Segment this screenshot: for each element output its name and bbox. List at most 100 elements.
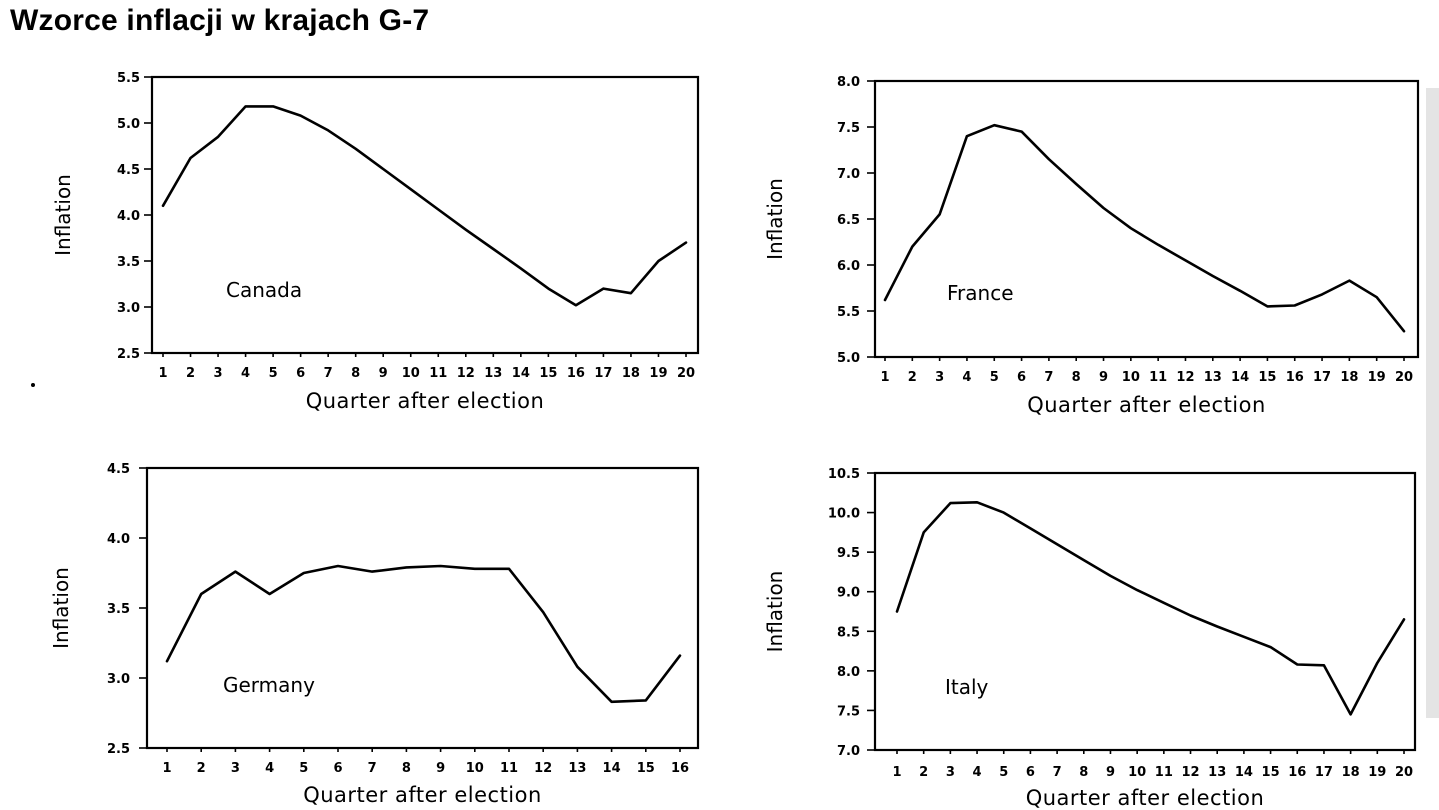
- y-tick-label: 4.0: [107, 532, 130, 547]
- y-tick-label: 7.5: [837, 704, 860, 719]
- x-tick-label: 5: [990, 370, 999, 385]
- x-tick-label: 10: [402, 366, 420, 381]
- x-tick-label: 18: [622, 366, 640, 381]
- y-tick-label: 3.5: [107, 602, 130, 617]
- x-axis-label: Quarter after election: [1027, 393, 1266, 417]
- y-axis-label: Inflation: [763, 571, 787, 653]
- x-tick-label: 20: [1395, 370, 1413, 385]
- x-tick-label: 19: [649, 366, 667, 381]
- x-tick-label: 9: [1106, 765, 1115, 780]
- x-tick-label: 4: [265, 761, 274, 776]
- x-tick-label: 5: [999, 765, 1008, 780]
- x-tick-label: 14: [1235, 765, 1253, 780]
- y-tick-label: 5.0: [837, 351, 860, 366]
- x-tick-label: 12: [534, 761, 552, 776]
- y-tick-label: 4.0: [117, 209, 140, 224]
- chart-italy: 7.07.58.08.59.09.510.010.51 2 3 4 5 6 7 8 9 10 11 1…: [763, 467, 1417, 810]
- x-tick-label: 14: [512, 366, 530, 381]
- x-tick-label: 20: [677, 366, 695, 381]
- scan-dot: [31, 383, 35, 387]
- plot-frame: [145, 466, 700, 750]
- x-tick-label: 7: [368, 761, 377, 776]
- x-tick-label: 10: [466, 761, 484, 776]
- country-label: Canada: [226, 278, 302, 302]
- x-tick-label: 2: [186, 366, 195, 381]
- x-tick-label: 14: [1231, 370, 1249, 385]
- x-tick-label: 9: [379, 366, 388, 381]
- x-tick-label: 1: [880, 370, 889, 385]
- x-tick-label: 8: [1072, 370, 1081, 385]
- x-tick-label: 8: [351, 366, 360, 381]
- x-tick-label: 3: [214, 366, 223, 381]
- x-tick-label: 9: [1099, 370, 1108, 385]
- x-tick-label: 13: [568, 761, 586, 776]
- x-tick-label: 13: [1204, 370, 1222, 385]
- y-tick-label: 4.5: [117, 163, 140, 178]
- x-tick-label: 18: [1342, 765, 1360, 780]
- y-tick-label: 4.5: [107, 462, 130, 477]
- series-line: [165, 564, 682, 704]
- x-tick-label: 1: [892, 765, 901, 780]
- x-tick-label: 13: [484, 366, 502, 381]
- x-tick-label: 16: [671, 761, 689, 776]
- x-tick-label: 11: [429, 366, 447, 381]
- page-title: Wzorce inflacji w krajach G-7: [10, 4, 430, 37]
- x-tick-label: 6: [296, 366, 305, 381]
- x-tick-label: 4: [962, 370, 971, 385]
- y-tick-label: 5.0: [117, 117, 140, 132]
- x-tick-label: 20: [1395, 765, 1413, 780]
- y-tick-label: 7.0: [837, 744, 860, 759]
- y-tick-label: 10.0: [828, 507, 860, 522]
- country-label: Germany: [223, 673, 315, 697]
- x-tick-label: 4: [973, 765, 982, 780]
- y-tick-label: 3.5: [117, 255, 140, 270]
- x-tick-label: 2: [919, 765, 928, 780]
- x-tick-label: 3: [946, 765, 955, 780]
- x-tick-label: 17: [1313, 370, 1331, 385]
- x-tick-label: 18: [1340, 370, 1358, 385]
- x-tick-label: 10: [1128, 765, 1146, 780]
- y-axis-label: Inflation: [49, 567, 73, 649]
- x-tick-label: 3: [935, 370, 944, 385]
- plot-frame: [873, 79, 1420, 359]
- x-tick-label: 9: [436, 761, 445, 776]
- y-tick-label: 5.5: [117, 71, 140, 86]
- x-tick-label: 11: [1155, 765, 1173, 780]
- x-tick-label: 5: [299, 761, 308, 776]
- chart-panel-france: 5.0 5.5 6.0 6.5 7.0 7.5 8.0 1 2 3 4 5 6 7 8 9 10 11 12 13 14…: [720, 0, 1439, 420]
- x-tick-label: 19: [1368, 765, 1386, 780]
- y-tick-label: 8.0: [837, 75, 860, 90]
- plot-frame: [873, 471, 1417, 752]
- chart-france: 5.05.56.06.57.07.58.01 2 3 4 5 6 7 8 9 10 11 12 13 14…: [763, 75, 1420, 417]
- scrollbar-track[interactable]: [1426, 88, 1439, 718]
- x-tick-label: 8: [402, 761, 411, 776]
- x-tick-label: 16: [1288, 765, 1306, 780]
- x-tick-label: 16: [1286, 370, 1304, 385]
- series-line: [161, 105, 688, 307]
- x-axis-label: Quarter after election: [306, 389, 545, 413]
- x-tick-label: 7: [1044, 370, 1053, 385]
- x-tick-label: 13: [1208, 765, 1226, 780]
- series-line: [883, 123, 1406, 333]
- x-tick-label: 1: [162, 761, 171, 776]
- x-tick-label: 3: [231, 761, 240, 776]
- x-tick-label: 12: [1181, 765, 1199, 780]
- x-tick-label: 4: [241, 366, 250, 381]
- x-tick-label: 12: [457, 366, 475, 381]
- y-tick-label: 2.5: [107, 742, 130, 757]
- y-tick-label: 7.5: [837, 121, 860, 136]
- x-tick-label: 7: [324, 366, 333, 381]
- y-tick-label: 8.5: [837, 625, 860, 640]
- chart-panel-germany: 2.5 3.0 3.5 4.0 4.5 1 2 3 4 5 6 7 8 9 10 11 12 13 14 15 16 Qu…: [0, 430, 720, 810]
- chart-germany: 2.53.03.54.04.51 2 3 4 5 6 7 8 9 10 11 12 13 14 15 16Qu…: [49, 462, 700, 807]
- x-tick-label: 11: [500, 761, 518, 776]
- x-tick-label: 17: [1315, 765, 1333, 780]
- country-label: France: [947, 281, 1014, 305]
- x-tick-label: 12: [1176, 370, 1194, 385]
- y-axis-label: Inflation: [763, 178, 787, 260]
- x-tick-label: 5: [269, 366, 278, 381]
- x-tick-label: 11: [1149, 370, 1167, 385]
- y-tick-label: 10.5: [828, 467, 860, 482]
- x-tick-label: 8: [1079, 765, 1088, 780]
- x-tick-label: 17: [594, 366, 612, 381]
